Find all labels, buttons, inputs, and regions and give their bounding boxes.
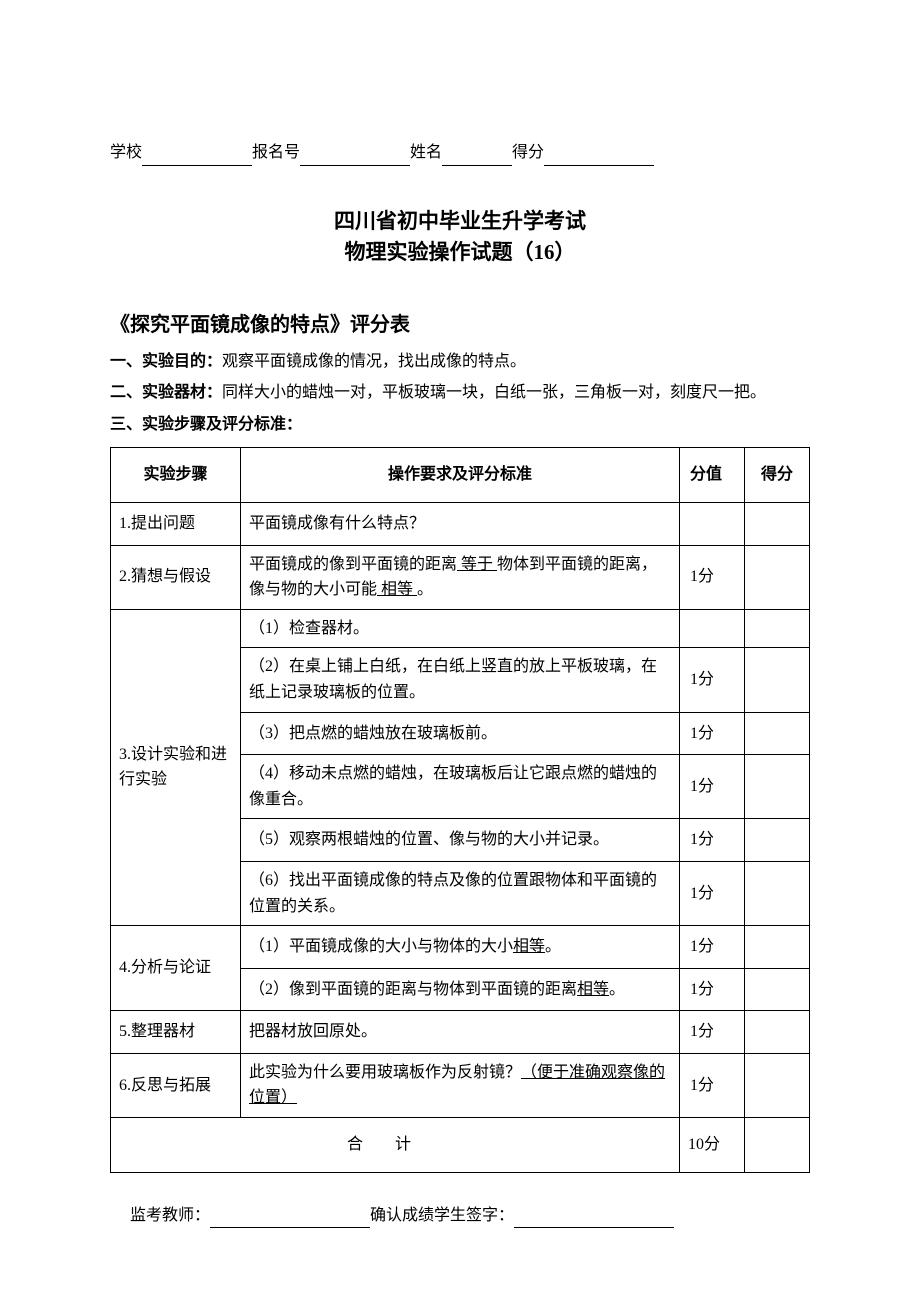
reg-label: 报名号 <box>252 144 300 161</box>
examiner-label: 监考教师： <box>130 1207 210 1224</box>
got-cell[interactable] <box>745 1011 810 1054</box>
equipment-label: 二、实验器材： <box>110 384 222 401</box>
got-cell[interactable] <box>745 609 810 648</box>
text: 此实验为什么要用玻璃板作为反射镜？ <box>249 1064 521 1081</box>
text: 。 <box>545 938 561 955</box>
total-got[interactable] <box>745 1118 810 1173</box>
text: 平面镜成的像到平面镜的距离 <box>249 556 457 573</box>
step-cell: 5.整理器材 <box>111 1011 241 1054</box>
text: （1）平面镜成像的大小与物体的大小 <box>249 938 513 955</box>
total-score: 10分 <box>680 1118 745 1173</box>
step-cell: 2.猜想与假设 <box>111 545 241 609</box>
got-cell[interactable] <box>745 648 810 712</box>
score-cell: 1分 <box>680 926 745 969</box>
criteria-cell: （1）平面镜成像的大小与物体的大小相等。 <box>241 926 680 969</box>
purpose-section: 一、实验目的：观察平面镜成像的情况，找出成像的特点。 <box>110 349 810 375</box>
criteria-cell: （2）像到平面镜的距离与物体到平面镜的距离相等。 <box>241 968 680 1011</box>
school-blank[interactable] <box>142 146 252 165</box>
score-cell: 1分 <box>680 1011 745 1054</box>
score-cell: 1分 <box>680 712 745 755</box>
underline-text: 相等 <box>577 981 609 998</box>
got-cell[interactable] <box>745 502 810 545</box>
criteria-cell: （6）找出平面镜成像的特点及像的位置跟物体和平面镜的位置的关系。 <box>241 861 680 925</box>
table-header-row: 实验步骤 操作要求及评分标准 分值 得分 <box>111 448 810 503</box>
got-cell[interactable] <box>745 968 810 1011</box>
score-cell: 1分 <box>680 648 745 712</box>
got-cell[interactable] <box>745 926 810 969</box>
criteria-cell: （3）把点燃的蜡烛放在玻璃板前。 <box>241 712 680 755</box>
table-row: 4.分析与论证 （1）平面镜成像的大小与物体的大小相等。 1分 <box>111 926 810 969</box>
got-cell[interactable] <box>745 861 810 925</box>
name-blank[interactable] <box>442 146 512 165</box>
total-row: 合计 10分 <box>111 1118 810 1173</box>
th-got: 得分 <box>745 448 810 503</box>
table-row: 2.猜想与假设 平面镜成的像到平面镜的距离 等于 物体到平面镜的距离，像与物的大… <box>111 545 810 609</box>
criteria-cell: （4）移动未点燃的蜡烛，在玻璃板后让它跟点燃的蜡烛的像重合。 <box>241 755 680 819</box>
criteria-cell: （2）在桌上铺上白纸，在白纸上竖直的放上平板玻璃，在纸上记录玻璃板的位置。 <box>241 648 680 712</box>
th-criteria: 操作要求及评分标准 <box>241 448 680 503</box>
examiner-blank[interactable] <box>210 1209 370 1228</box>
underline-text: 相等 <box>377 581 417 598</box>
text: （2）像到平面镜的距离与物体到平面镜的距离 <box>249 981 577 998</box>
criteria-cell: 此实验为什么要用玻璃板作为反射镜？（便于准确观察像的位置） <box>241 1053 680 1117</box>
purpose-label: 一、实验目的： <box>110 353 222 370</box>
criteria-cell: （1）检查器材。 <box>241 609 680 648</box>
scoring-table: 实验步骤 操作要求及评分标准 分值 得分 1.提出问题 平面镜成像有什么特点？ … <box>110 447 810 1172</box>
score-cell: 1分 <box>680 755 745 819</box>
table-row: 3.设计实验和进行实验 （1）检查器材。 <box>111 609 810 648</box>
purpose-text: 观察平面镜成像的情况，找出成像的特点。 <box>222 353 526 370</box>
score-cell: 1分 <box>680 968 745 1011</box>
equipment-text: 同样大小的蜡烛一对，平板玻璃一块，白纸一张，三角板一对，刻度尺一把。 <box>222 384 766 401</box>
confirm-label: 确认成绩学生签字： <box>370 1207 514 1224</box>
underline-text: 等于 <box>457 556 497 573</box>
table-row: 1.提出问题 平面镜成像有什么特点？ <box>111 502 810 545</box>
got-cell[interactable] <box>745 1053 810 1117</box>
got-cell[interactable] <box>745 755 810 819</box>
title-line2: 物理实验操作试题（16） <box>110 237 810 269</box>
title-block: 四川省初中毕业生升学考试 物理实验操作试题（16） <box>110 206 810 269</box>
th-step: 实验步骤 <box>111 448 241 503</box>
criteria-cell: 平面镜成像有什么特点？ <box>241 502 680 545</box>
got-cell[interactable] <box>745 712 810 755</box>
score-cell: 1分 <box>680 819 745 862</box>
header-fields: 学校 报名号 姓名 得分 <box>110 140 810 166</box>
score-label: 得分 <box>512 144 544 161</box>
score-cell <box>680 609 745 648</box>
score-cell <box>680 502 745 545</box>
step-cell: 4.分析与论证 <box>111 926 241 1011</box>
th-score: 分值 <box>680 448 745 503</box>
score-cell: 1分 <box>680 545 745 609</box>
got-cell[interactable] <box>745 819 810 862</box>
criteria-cell: 平面镜成的像到平面镜的距离 等于 物体到平面镜的距离，像与物的大小可能 相等 。 <box>241 545 680 609</box>
reg-blank[interactable] <box>300 146 410 165</box>
title-line1: 四川省初中毕业生升学考试 <box>110 206 810 238</box>
score-cell: 1分 <box>680 1053 745 1117</box>
step-cell: 1.提出问题 <box>111 502 241 545</box>
equipment-section: 二、实验器材：同样大小的蜡烛一对，平板玻璃一块，白纸一张，三角板一对，刻度尺一把… <box>110 380 810 406</box>
subtitle: 《探究平面镜成像的特点》评分表 <box>110 309 810 341</box>
text: 。 <box>417 581 433 598</box>
got-cell[interactable] <box>745 545 810 609</box>
table-row: 6.反思与拓展 此实验为什么要用玻璃板作为反射镜？（便于准确观察像的位置） 1分 <box>111 1053 810 1117</box>
score-cell: 1分 <box>680 861 745 925</box>
underline-text: 相等 <box>513 938 545 955</box>
step-cell: 6.反思与拓展 <box>111 1053 241 1117</box>
steps-label: 三、实验步骤及评分标准： <box>110 416 302 433</box>
name-label: 姓名 <box>410 144 442 161</box>
score-blank[interactable] <box>544 146 654 165</box>
confirm-blank[interactable] <box>514 1209 674 1228</box>
step-cell: 3.设计实验和进行实验 <box>111 609 241 925</box>
footer: 监考教师： 确认成绩学生签字： <box>110 1203 810 1229</box>
criteria-cell: （5）观察两根蜡烛的位置、像与物的大小并记录。 <box>241 819 680 862</box>
text: 。 <box>609 981 625 998</box>
table-row: 5.整理器材 把器材放回原处。 1分 <box>111 1011 810 1054</box>
steps-section: 三、实验步骤及评分标准： <box>110 412 810 438</box>
criteria-cell: 把器材放回原处。 <box>241 1011 680 1054</box>
total-label: 合计 <box>111 1118 680 1173</box>
school-label: 学校 <box>110 144 142 161</box>
